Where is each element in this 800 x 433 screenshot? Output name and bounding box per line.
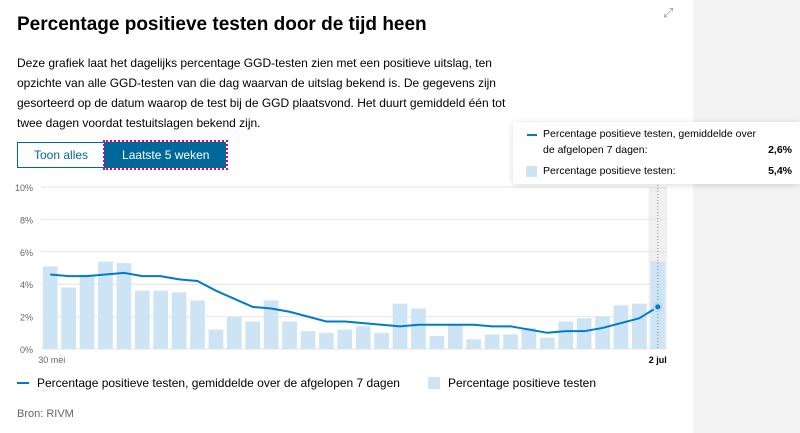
bar xyxy=(79,274,95,349)
tooltip: Percentage positieve testen, gemiddelde … xyxy=(513,122,800,184)
line-series xyxy=(50,271,659,334)
tab-last-5-weeks[interactable]: Laatste 5 weken xyxy=(103,140,229,170)
bar xyxy=(484,334,500,349)
tooltip-line-label: Percentage positieve testen, gemiddelde … xyxy=(543,128,757,156)
bar xyxy=(466,339,482,349)
bar xyxy=(245,321,261,349)
bar xyxy=(632,303,647,349)
bar xyxy=(98,261,113,349)
tooltip-bar-label: Percentage positieve testen: xyxy=(543,165,676,177)
x-tick-label: 30 mei xyxy=(38,355,65,365)
tooltip-line-value: 2,6% xyxy=(768,144,792,156)
legend-bar-label: Percentage positieve testen xyxy=(447,376,597,390)
y-tick-label: 10% xyxy=(15,183,33,193)
tooltip-bar-swatch xyxy=(526,166,537,177)
y-tick-label: 2% xyxy=(20,313,33,323)
bar xyxy=(300,331,316,349)
y-tick-label: 6% xyxy=(20,248,33,258)
chart[interactable]: 0% 2% 4% 6% 8% 10% 30 mei 2 jul xyxy=(0,0,693,372)
tab-show-all[interactable]: Toon alles xyxy=(17,142,106,168)
bar xyxy=(282,321,297,349)
x-tick-label: 2 jul xyxy=(649,355,667,365)
bar xyxy=(319,332,334,349)
hover-point xyxy=(655,304,661,310)
y-tick-label: 0% xyxy=(20,345,33,355)
bar xyxy=(171,292,187,349)
bar xyxy=(411,308,426,349)
y-tick-label: 8% xyxy=(20,215,33,225)
legend: Percentage positieve testen, gemiddelde … xyxy=(17,376,596,390)
bar xyxy=(153,290,169,349)
legend-line-swatch xyxy=(17,382,29,384)
page-title: Percentage positieve testen door de tijd… xyxy=(17,14,427,35)
bar xyxy=(226,316,242,349)
bar xyxy=(116,263,132,349)
bar xyxy=(447,324,463,349)
expand-icon[interactable]: ⤢ xyxy=(663,5,674,20)
y-tick-label: 4% xyxy=(20,280,33,290)
legend-bar-swatch xyxy=(427,377,440,389)
chart-description: Deze grafiek laat het dagelijks percenta… xyxy=(17,56,506,130)
bar xyxy=(576,318,592,349)
bar xyxy=(355,326,371,349)
source: Bron: RIVM xyxy=(17,408,74,420)
bar xyxy=(61,287,76,349)
bar xyxy=(208,329,224,349)
chart-card: Percentage positieve testen door de tijd… xyxy=(0,0,693,433)
bar xyxy=(134,290,150,349)
bar xyxy=(374,332,389,349)
bar xyxy=(429,336,445,349)
bar xyxy=(558,321,574,349)
bar xyxy=(337,329,353,349)
bar xyxy=(190,300,205,349)
bar xyxy=(539,337,555,349)
bar xyxy=(42,266,58,349)
bar xyxy=(503,334,518,349)
bar xyxy=(263,300,279,349)
bar xyxy=(595,316,610,349)
bar xyxy=(613,305,629,349)
bar xyxy=(521,327,537,349)
legend-line-label: Percentage positieve testen, gemiddelde … xyxy=(37,376,400,390)
tooltip-line-swatch xyxy=(527,134,537,136)
tooltip-bar-value: 5,4% xyxy=(768,165,792,177)
